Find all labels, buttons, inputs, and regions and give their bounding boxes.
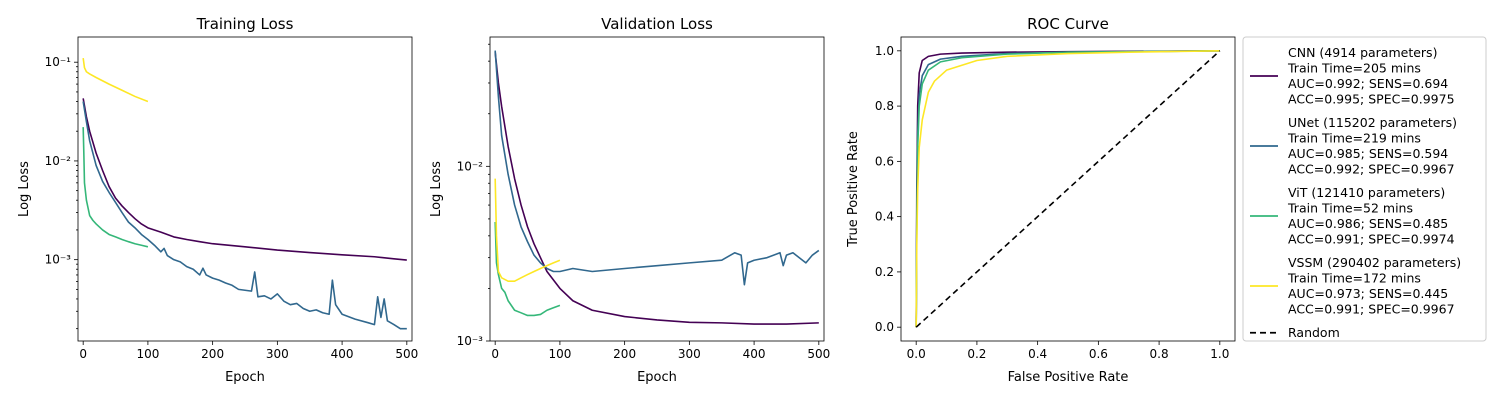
y-tick-label: 10⁻² [457,159,484,173]
x-tick-label: 0 [491,347,499,361]
y-tick-label: 0.4 [875,210,894,224]
y-tick-label: 1.0 [875,44,894,58]
x-tick-label: 100 [136,347,159,361]
y-tick-label: 10⁻³ [45,253,72,267]
series-vit-line [82,127,149,248]
x-tick-label: 100 [548,347,571,361]
legend-text: ACC=0.991; SPEC=0.9974 [1288,232,1455,247]
chart-title: Training Loss [196,15,294,33]
series-random-line [915,50,1221,328]
chart-title: ROC Curve [1027,15,1109,33]
y-axis-label: True Positive Rate [846,131,861,248]
legend-text: AUC=0.973; SENS=0.445 [1288,286,1448,301]
series-unet-line [82,101,407,330]
legend-text: Train Time=52 mins [1287,201,1413,216]
x-tick-label: 500 [395,347,418,361]
chart-3: 0.0 0.2 0.4 0.6 0.8 1.0 0.0 0.2 0.4 0.6 0.8 1.0 ROC … [846,15,1236,385]
x-axis-label: False Positive Rate [1008,370,1129,385]
series-vssm-line [494,178,561,282]
y-tick-label: 0.6 [875,154,894,168]
x-axis-label: Epoch [637,370,677,385]
y-tick-label: 10⁻² [45,154,72,168]
legend-text: ACC=0.995; SPEC=0.9975 [1288,92,1455,107]
x-tick-label: 200 [201,347,224,361]
x-tick-label: 0.2 [967,347,986,361]
legend-text: Train Time=172 mins [1287,271,1421,286]
legend-text: AUC=0.992; SENS=0.694 [1288,76,1448,91]
y-tick-label: 10⁻³ [457,334,484,348]
chart-1: 0 100 200 300 400 500 10⁻³ 10⁻² 10⁻¹ Training Los… [17,15,418,385]
plot-frame [489,36,825,342]
legend-text: ViT (121410 parameters) [1288,185,1445,200]
x-tick-label: 400 [331,347,354,361]
x-tick-label: 1.0 [1210,347,1229,361]
x-tick-label: 0.6 [1089,347,1108,361]
x-tick-label: 300 [266,347,289,361]
y-tick-label: 0.8 [875,99,894,113]
y-axis-label: Log Loss [17,161,32,217]
y-axis-label: Log Loss [429,161,444,217]
legend-text: ACC=0.991; SPEC=0.9967 [1288,302,1455,317]
series-group [915,50,1221,328]
x-tick-label: 200 [613,347,636,361]
x-tick-label: 0.4 [1028,347,1047,361]
series-unet-line [494,50,820,286]
x-tick-label: 300 [678,347,701,361]
series-cnn-line [82,98,407,261]
series-group [494,50,820,325]
series-group [82,58,407,330]
chart-2: 0 100 200 300 400 500 10⁻³ 10⁻² Validation Loss E… [429,15,830,385]
plot-frame [77,36,413,342]
plot-frame [900,36,1236,342]
y-tick-label: 0.2 [875,265,894,279]
legend-text: CNN (4914 parameters) [1288,45,1437,60]
x-tick-label: 0.0 [907,347,926,361]
legend-text: AUC=0.985; SENS=0.594 [1288,146,1448,161]
x-tick-label: 0.8 [1150,347,1169,361]
legend-text: VSSM (290402 parameters) [1288,255,1461,270]
y-tick-label: 0.0 [875,320,894,334]
legend-frame [1242,36,1487,342]
series-cnn-line [494,52,819,325]
chart-title: Validation Loss [601,15,713,33]
legend-text: Random [1288,325,1340,340]
y-tick-label: 10⁻¹ [45,55,72,69]
legend-text: AUC=0.986; SENS=0.485 [1288,216,1448,231]
legend-text: ACC=0.992; SPEC=0.9967 [1288,162,1455,177]
x-tick-label: 500 [807,347,830,361]
legend: CNN (4914 parameters)Train Time=205 mins… [1242,36,1487,342]
x-tick-label: 400 [743,347,766,361]
legend-text: Train Time=205 mins [1287,61,1421,76]
x-axis-label: Epoch [225,370,265,385]
series-vssm-line [82,58,149,103]
legend-text: UNet (115202 parameters) [1288,115,1457,130]
legend-text: Train Time=219 mins [1287,131,1421,146]
series-vit-line [915,50,1220,328]
series-vit-line [494,221,561,317]
series-vssm-line [915,50,1220,328]
x-tick-label: 0 [79,347,87,361]
